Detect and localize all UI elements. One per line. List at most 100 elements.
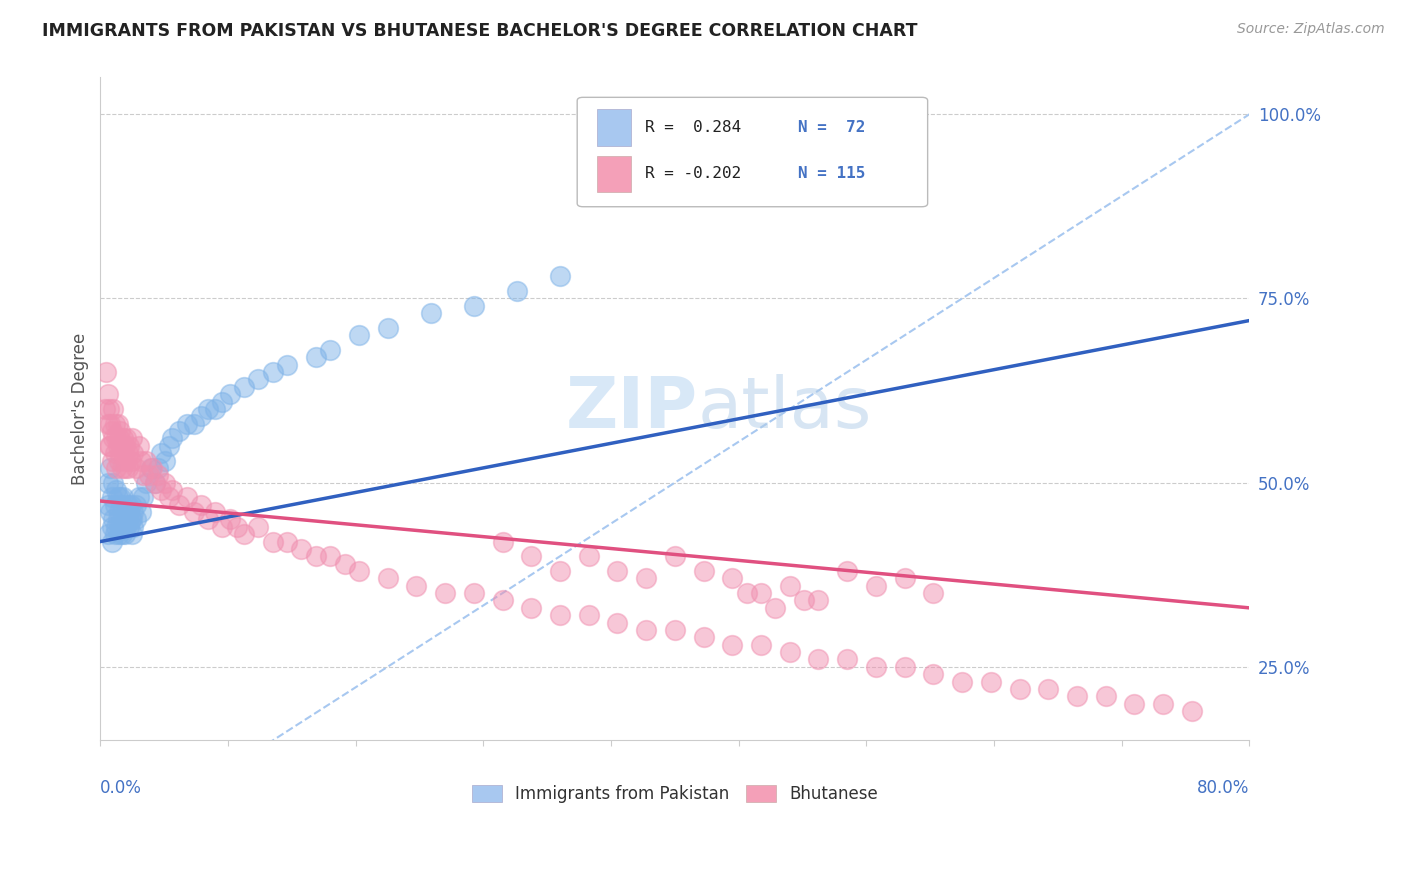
Point: [290, 541, 312, 556]
Point: [176, 417, 198, 431]
Text: Source: ZipAtlas.com: Source: ZipAtlas.com: [1237, 22, 1385, 37]
Point: [105, 520, 128, 534]
Point: [578, 549, 600, 564]
Point: [101, 491, 124, 505]
Point: [197, 512, 219, 526]
Point: [132, 491, 155, 505]
Point: [108, 527, 131, 541]
Point: [183, 505, 205, 519]
Point: [114, 527, 136, 541]
Point: [692, 564, 714, 578]
Point: [110, 446, 132, 460]
Point: [233, 380, 256, 394]
Point: [115, 453, 138, 467]
Point: [950, 674, 973, 689]
Point: [506, 284, 529, 298]
Point: [120, 498, 142, 512]
Point: [117, 498, 139, 512]
Point: [129, 505, 152, 519]
Point: [115, 520, 138, 534]
Point: [347, 564, 370, 578]
Point: [276, 534, 298, 549]
Point: [763, 600, 786, 615]
Text: R = -0.202: R = -0.202: [645, 166, 741, 181]
Text: R =  0.284: R = 0.284: [645, 120, 741, 135]
Point: [211, 520, 233, 534]
Point: [114, 512, 136, 526]
Point: [837, 564, 859, 578]
Point: [118, 505, 141, 519]
Legend: Immigrants from Pakistan, Bhutanese: Immigrants from Pakistan, Bhutanese: [464, 777, 886, 812]
Point: [143, 475, 166, 490]
Point: [111, 461, 134, 475]
Point: [1152, 697, 1174, 711]
Point: [125, 512, 148, 526]
Point: [636, 571, 658, 585]
Point: [114, 439, 136, 453]
Point: [793, 593, 815, 607]
Point: [153, 475, 176, 490]
Point: [1123, 697, 1146, 711]
Point: [211, 394, 233, 409]
Point: [807, 593, 830, 607]
Point: [103, 401, 125, 416]
Point: [1181, 704, 1204, 718]
Point: [112, 520, 135, 534]
Point: [103, 475, 125, 490]
Point: [262, 365, 284, 379]
Point: [96, 417, 118, 431]
Point: [121, 512, 143, 526]
Point: [114, 461, 136, 475]
Point: [893, 660, 915, 674]
Point: [139, 461, 162, 475]
Point: [319, 343, 342, 357]
Text: IMMIGRANTS FROM PAKISTAN VS BHUTANESE BACHELOR'S DEGREE CORRELATION CHART: IMMIGRANTS FROM PAKISTAN VS BHUTANESE BA…: [42, 22, 918, 40]
Point: [262, 534, 284, 549]
Point: [319, 549, 342, 564]
Point: [96, 498, 118, 512]
Point: [160, 483, 183, 497]
Point: [520, 600, 543, 615]
Point: [104, 498, 127, 512]
Point: [115, 505, 138, 519]
Point: [120, 512, 142, 526]
Point: [121, 527, 143, 541]
Point: [807, 652, 830, 666]
Point: [405, 579, 427, 593]
Point: [377, 571, 399, 585]
Point: [197, 401, 219, 416]
Bar: [596, 109, 631, 145]
Point: [305, 549, 328, 564]
Point: [434, 586, 457, 600]
Point: [204, 401, 226, 416]
Point: [104, 527, 127, 541]
Point: [118, 520, 141, 534]
Point: [104, 417, 127, 431]
Y-axis label: Bachelor's Degree: Bachelor's Degree: [72, 333, 89, 485]
Point: [1008, 681, 1031, 696]
Point: [128, 439, 150, 453]
Point: [153, 453, 176, 467]
Point: [105, 483, 128, 497]
Point: [122, 446, 145, 460]
Point: [333, 557, 356, 571]
Point: [96, 527, 118, 541]
Point: [225, 520, 247, 534]
Point: [160, 432, 183, 446]
Point: [103, 432, 125, 446]
Point: [100, 439, 122, 453]
Point: [548, 269, 571, 284]
Point: [218, 387, 240, 401]
Point: [107, 439, 129, 453]
Point: [101, 453, 124, 467]
Point: [779, 645, 801, 659]
Point: [491, 534, 513, 549]
Text: ZIP: ZIP: [565, 375, 697, 443]
Point: [865, 660, 887, 674]
Point: [149, 483, 172, 497]
Point: [101, 520, 124, 534]
Point: [1094, 690, 1116, 704]
Point: [837, 652, 859, 666]
Bar: [596, 156, 631, 192]
Point: [749, 586, 772, 600]
